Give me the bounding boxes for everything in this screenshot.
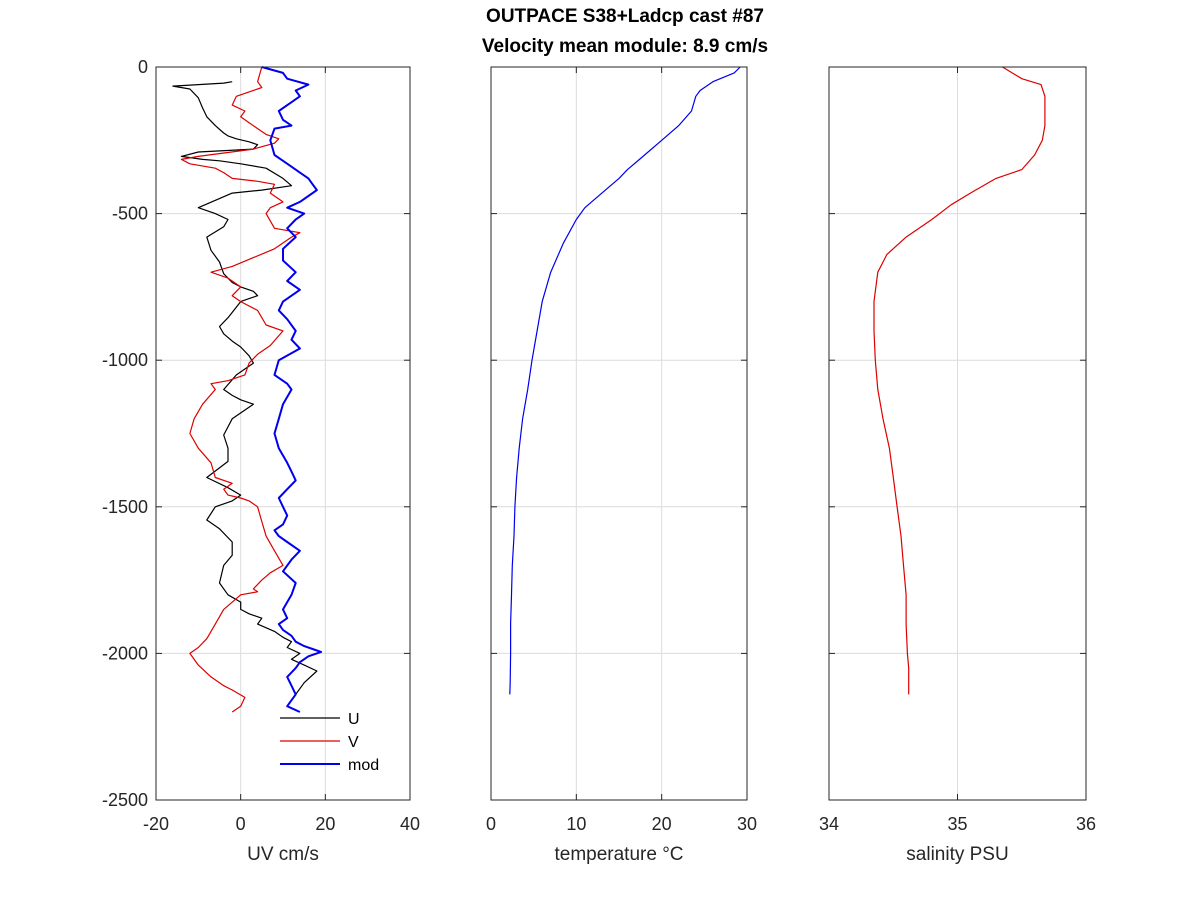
velocity-x-tick-label: 20 [315,814,335,834]
y-tick-label: -2500 [102,790,148,810]
temperature-x-tick-label: 10 [566,814,586,834]
velocity-x-tick-label: 40 [400,814,420,834]
salinity-series-profile-line [873,66,1046,695]
y-tick-label: -2000 [102,643,148,663]
y-tick-label: -500 [112,204,148,224]
velocity-plot-area [156,67,410,800]
legend-label-mod: mod [348,757,379,774]
salinity-panel: 34 35 36 salinity PSU [819,66,1096,865]
temperature-x-axis-label: temperature °C [554,844,683,865]
velocity-series-u-line [172,81,318,695]
temperature-x-tick-label: 20 [652,814,672,834]
temperature-plot-area [491,67,747,800]
velocity-series-mod-line [261,66,323,713]
velocity-panel: -20 0 20 40 0 -500 -1000 -1500 -2000 -2500 UV cm/s… [102,57,420,865]
salinity-x-axis-label: salinity PSU [906,844,1008,865]
temperature-x-tick-label: 30 [737,814,757,834]
chart-title-line-1: OUTPACE S38+Ladcp cast #87 [486,6,764,27]
chart-title-line-2: Velocity mean module: 8.9 cm/s [481,36,769,57]
legend-label-v: V [348,734,359,751]
velocity-series-v-line [180,66,301,713]
velocity-axes-box [155,66,411,801]
y-tick-label: 0 [138,57,148,77]
temperature-x-tick-label: 0 [486,814,496,834]
salinity-x-tick-label: 35 [947,814,967,834]
temperature-series-profile-line [509,66,741,695]
y-tick-label: -1500 [102,497,148,517]
velocity-x-axis-label: UV cm/s [247,844,319,865]
temperature-axes-box [490,66,748,801]
legend-label-u: U [348,711,360,728]
y-tick-label: -1000 [102,350,148,370]
velocity-x-tick-label: 0 [236,814,246,834]
salinity-x-tick-label: 36 [1076,814,1096,834]
salinity-x-tick-label: 34 [819,814,839,834]
temperature-panel: 0 10 20 30 temperature °C [486,66,757,865]
velocity-x-tick-label: -20 [143,814,169,834]
